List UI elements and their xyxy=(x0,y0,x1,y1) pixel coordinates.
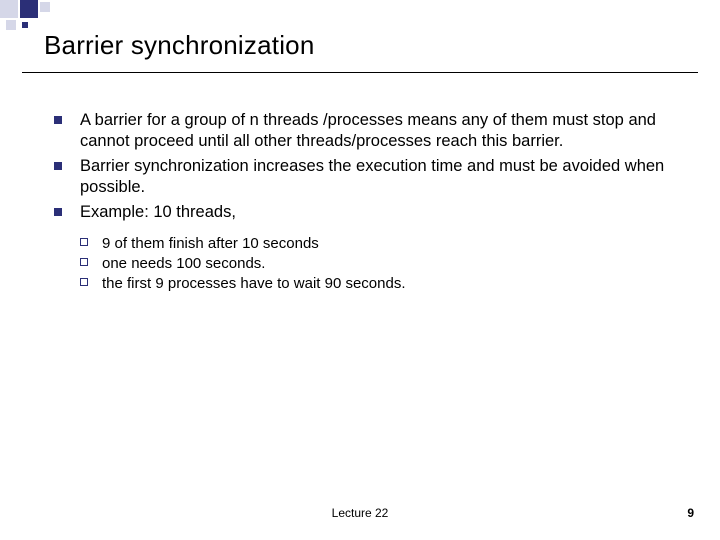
title-underline xyxy=(22,72,698,73)
hollow-square-bullet-icon xyxy=(80,238,88,246)
hollow-square-bullet-icon xyxy=(80,258,88,266)
bullet-text: Barrier synchronization increases the ex… xyxy=(80,157,664,196)
main-bullet-list: A barrier for a group of n threads /proc… xyxy=(54,110,678,224)
bullet-text: Example: 10 threads, xyxy=(80,203,236,221)
page-number: 9 xyxy=(687,506,694,520)
decor-square-light xyxy=(0,0,18,18)
sub-bullet-item: one needs 100 seconds. xyxy=(80,254,678,274)
sub-bullet-item: 9 of them finish after 10 seconds xyxy=(80,234,678,254)
hollow-square-bullet-icon xyxy=(80,278,88,286)
square-bullet-icon xyxy=(54,162,62,170)
square-bullet-icon xyxy=(54,116,62,124)
sub-bullet-text: 9 of them finish after 10 seconds xyxy=(102,235,319,252)
sub-bullet-item: the first 9 processes have to wait 90 se… xyxy=(80,274,678,294)
sub-bullet-text: one needs 100 seconds. xyxy=(102,255,265,272)
decor-square-dark xyxy=(20,0,38,18)
footer-center-text: Lecture 22 xyxy=(0,506,720,520)
sub-bullet-list: 9 of them finish after 10 seconds one nee… xyxy=(80,234,678,295)
bullet-item: A barrier for a group of n threads /proc… xyxy=(54,110,678,152)
slide-title: Barrier synchronization xyxy=(44,30,690,61)
slide: Barrier synchronization A barrier for a … xyxy=(0,0,720,540)
decor-square-light xyxy=(6,20,16,30)
bullet-item: Barrier synchronization increases the ex… xyxy=(54,156,678,198)
bullet-item: Example: 10 threads, xyxy=(54,202,678,223)
title-row: Barrier synchronization xyxy=(44,30,690,61)
corner-decoration xyxy=(0,0,100,32)
square-bullet-icon xyxy=(54,208,62,216)
decor-square-light xyxy=(40,2,50,12)
decor-square-dark xyxy=(22,22,28,28)
sub-bullet-text: the first 9 processes have to wait 90 se… xyxy=(102,275,406,292)
bullet-text: A barrier for a group of n threads /proc… xyxy=(80,111,656,150)
content-area: A barrier for a group of n threads /proc… xyxy=(54,110,678,294)
